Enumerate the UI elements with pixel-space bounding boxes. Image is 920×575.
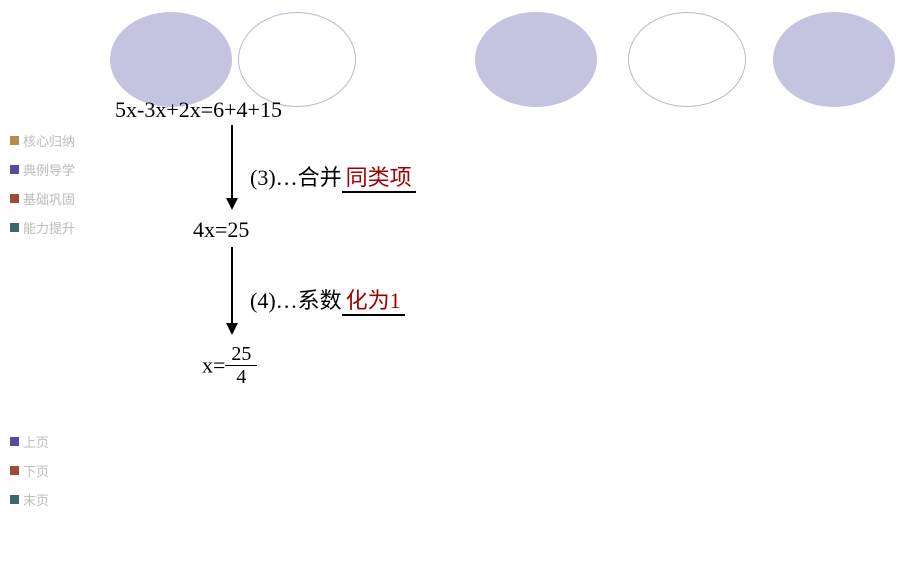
fraction-num: 25 [225,343,257,366]
ellipse-3 [475,12,597,107]
step-3-prefix: (3)…合并 [250,165,342,190]
sidebar-item-last[interactable]: 末页 [10,490,49,509]
bullet-icon [10,495,19,504]
sidebar-nav-1: 核心归纳 典例导学 基础巩固 能力提升 [10,131,75,247]
arrow-2-head [226,323,238,335]
bullet-icon [10,466,19,475]
equation-line-3: x=254 [202,345,257,390]
sidebar-item-basics[interactable]: 基础巩固 [10,189,75,208]
sidebar-label: 下页 [23,461,49,480]
sidebar-item-advanced[interactable]: 能力提升 [10,218,75,237]
ellipse-4 [628,12,746,107]
fraction: 254 [225,343,257,388]
sidebar-label: 末页 [23,490,49,509]
arrow-1-line [231,125,233,200]
step-3-label: (3)…合并同类项 [250,160,416,192]
sidebar-label: 能力提升 [23,218,75,237]
sidebar-nav-2: 上页 下页 末页 [10,432,49,519]
fraction-den: 4 [225,366,257,388]
step-4-label: (4)…系数化为1 [250,283,405,315]
sidebar-label: 典例导学 [23,160,75,179]
sidebar-label: 基础巩固 [23,189,75,208]
sidebar-item-next[interactable]: 下页 [10,461,49,480]
equation-line-2: 4x=25 [193,217,249,243]
bullet-icon [10,194,19,203]
equation-line-1: 5x-3x+2x=6+4+15 [115,97,282,123]
sidebar-item-examples[interactable]: 典例导学 [10,160,75,179]
bullet-icon [10,165,19,174]
ellipse-5 [773,12,895,107]
sidebar-label: 核心归纳 [23,131,75,150]
eq3-prefix: x= [202,353,225,378]
sidebar-item-summary[interactable]: 核心归纳 [10,131,75,150]
arrow-2-line [231,247,233,325]
ellipse-1 [110,12,232,107]
step-4-fill: 化为1 [342,288,405,316]
bullet-icon [10,136,19,145]
bullet-icon [10,437,19,446]
step-4-prefix: (4)…系数 [250,288,342,313]
step-3-fill: 同类项 [342,165,416,193]
arrow-1-head [226,198,238,210]
sidebar-item-prev[interactable]: 上页 [10,432,49,451]
sidebar-label: 上页 [23,432,49,451]
ellipse-2 [238,12,356,107]
bullet-icon [10,223,19,232]
